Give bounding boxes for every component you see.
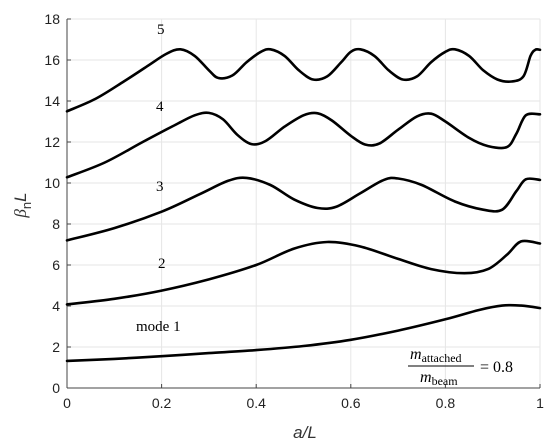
series-lines: [65, 47, 542, 363]
svg-text:βnL: βnL: [11, 192, 34, 218]
x-tick-label-5: 1: [536, 395, 544, 411]
series-line-mode-2: [65, 239, 542, 306]
svg-text:mattached: mattached: [410, 346, 462, 365]
y-axis-label-base: β: [11, 209, 30, 219]
y-tick-label-6: 12: [44, 134, 60, 150]
series-label-mode-3: 3: [156, 179, 164, 195]
series-label-mode-5: 5: [157, 22, 165, 38]
x-tick-labels: 0 0.2 0.4 0.6 0.8 1: [63, 395, 544, 411]
y-tick-label-0: 0: [52, 380, 60, 396]
y-tick-label-7: 14: [44, 93, 60, 109]
y-tick-label-1: 2: [52, 339, 60, 355]
series-line-mode-1: [65, 303, 542, 363]
y-tick-label-4: 8: [52, 216, 60, 232]
y-axis-label-sub: n: [19, 202, 34, 209]
x-tick-label-4: 0.8: [436, 395, 456, 411]
numerator-subscript: attached: [422, 351, 462, 365]
denominator-symbol: m: [420, 369, 432, 386]
y-tick-labels: 0 2 4 6 8 10 12 14 16 18: [44, 11, 60, 396]
ratio-value: = 0.8: [480, 359, 513, 376]
y-tick-label-8: 16: [44, 52, 60, 68]
denominator-subscript: beam: [432, 374, 459, 388]
grid: [66, 18, 541, 389]
y-tick-label-5: 10: [44, 175, 60, 191]
y-tick-label-3: 6: [52, 257, 60, 273]
numerator-symbol: m: [410, 346, 422, 363]
y-axis-label: βnL: [11, 192, 34, 218]
x-axis-label: a/L: [293, 423, 317, 442]
x-tick-label-3: 0.6: [341, 395, 361, 411]
series-label-mode-1: mode 1: [136, 319, 181, 335]
y-tick-label-9: 18: [44, 11, 60, 27]
series-line-mode-5: [65, 47, 542, 113]
series-label-mode-2: 2: [158, 256, 166, 272]
series-label-mode-4: 4: [156, 99, 164, 115]
y-tick-label-2: 4: [52, 298, 60, 314]
y-axis-label-suffix: L: [11, 192, 30, 201]
x-tick-label-0: 0: [63, 395, 71, 411]
svg-text:mbeam: mbeam: [420, 369, 458, 388]
x-tick-label-1: 0.2: [152, 395, 172, 411]
mass-ratio-annotation: mattached mbeam = 0.8: [408, 346, 513, 388]
x-tick-label-2: 0.4: [246, 395, 266, 411]
series-line-mode-4: [65, 111, 542, 179]
series-line-mode-3: [65, 176, 542, 242]
axes: [66, 18, 541, 389]
